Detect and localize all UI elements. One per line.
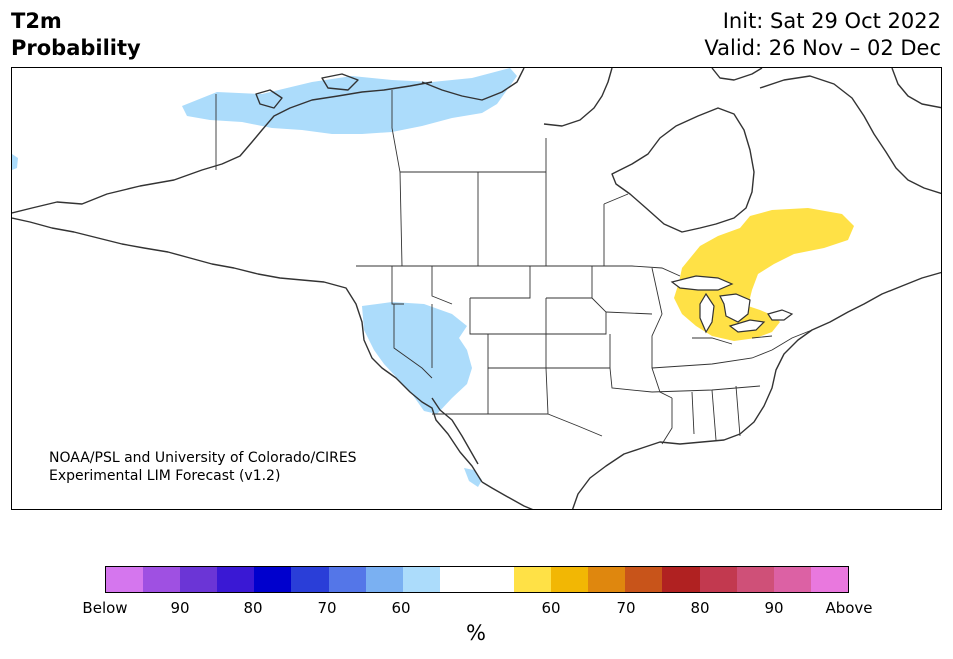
political-boundaries <box>215 90 813 445</box>
below-region-baja-tip <box>464 468 482 487</box>
below-region-west-edge <box>12 154 18 170</box>
colorbar-tick-label: 60 <box>541 599 561 617</box>
map-panel <box>11 67 942 510</box>
credit-line-2: Experimental LIM Forecast (v1.2) <box>49 468 281 484</box>
credit-line-1: NOAA/PSL and University of Colorado/CIRE… <box>49 450 357 466</box>
below-region-west-us <box>362 302 472 414</box>
colorbar-segment <box>439 567 477 592</box>
forecast-dates: Init: Sat 29 Oct 2022 Valid: 26 Nov – 02… <box>704 8 941 62</box>
colorbar-tick-label: Above <box>825 599 873 617</box>
colorbar-segment <box>180 567 218 592</box>
colorbar-segment <box>514 567 552 592</box>
colorbar-segment <box>291 567 329 592</box>
colorbar <box>105 566 849 593</box>
colorbar-tick-label: 70 <box>317 599 337 617</box>
below-normal-areas <box>12 68 517 487</box>
colorbar-segment <box>106 567 144 592</box>
colorbar-segment <box>551 567 589 592</box>
credit-text: NOAA/PSL and University of Colorado/CIRE… <box>49 449 357 485</box>
colorbar-ticks: Below 90 80 70 60 60 70 80 90 Above <box>0 599 953 619</box>
init-date: Init: Sat 29 Oct 2022 <box>722 9 941 33</box>
colorbar-segment <box>254 567 292 592</box>
above-region-great-lakes <box>674 208 854 341</box>
colorbar-tick-label: 80 <box>690 599 710 617</box>
colorbar-segment <box>402 567 440 592</box>
colorbar-segment <box>662 567 700 592</box>
valid-date: Valid: 26 Nov – 02 Dec <box>704 36 941 60</box>
probability-map <box>12 68 941 509</box>
colorbar-segment <box>328 567 366 592</box>
colorbar-tick-label: Below <box>82 599 128 617</box>
colorbar-segment <box>625 567 663 592</box>
below-region-arctic <box>182 68 517 134</box>
colorbar-tick-label: 90 <box>764 599 784 617</box>
title-line-2: Probability <box>11 36 141 60</box>
colorbar-segment <box>810 567 848 592</box>
colorbar-tick-label: 80 <box>243 599 263 617</box>
colorbar-segment <box>476 567 515 592</box>
colorbar-tick-label: 70 <box>616 599 636 617</box>
colorbar-segment <box>217 567 255 592</box>
colorbar-segment <box>699 567 737 592</box>
above-normal-areas <box>674 208 854 341</box>
coastlines <box>12 68 941 509</box>
colorbar-tick-label: 60 <box>391 599 411 617</box>
map-title: T2m Probability <box>11 8 141 62</box>
colorbar-segment <box>773 567 811 592</box>
colorbar-segment <box>143 567 181 592</box>
great-lakes <box>670 275 794 334</box>
colorbar-segment <box>736 567 774 592</box>
colorbar-segment <box>588 567 626 592</box>
title-line-1: T2m <box>11 9 62 33</box>
colorbar-tick-label: 90 <box>170 599 190 617</box>
colorbar-segment <box>365 567 403 592</box>
colorbar-unit-label: % <box>466 621 486 645</box>
